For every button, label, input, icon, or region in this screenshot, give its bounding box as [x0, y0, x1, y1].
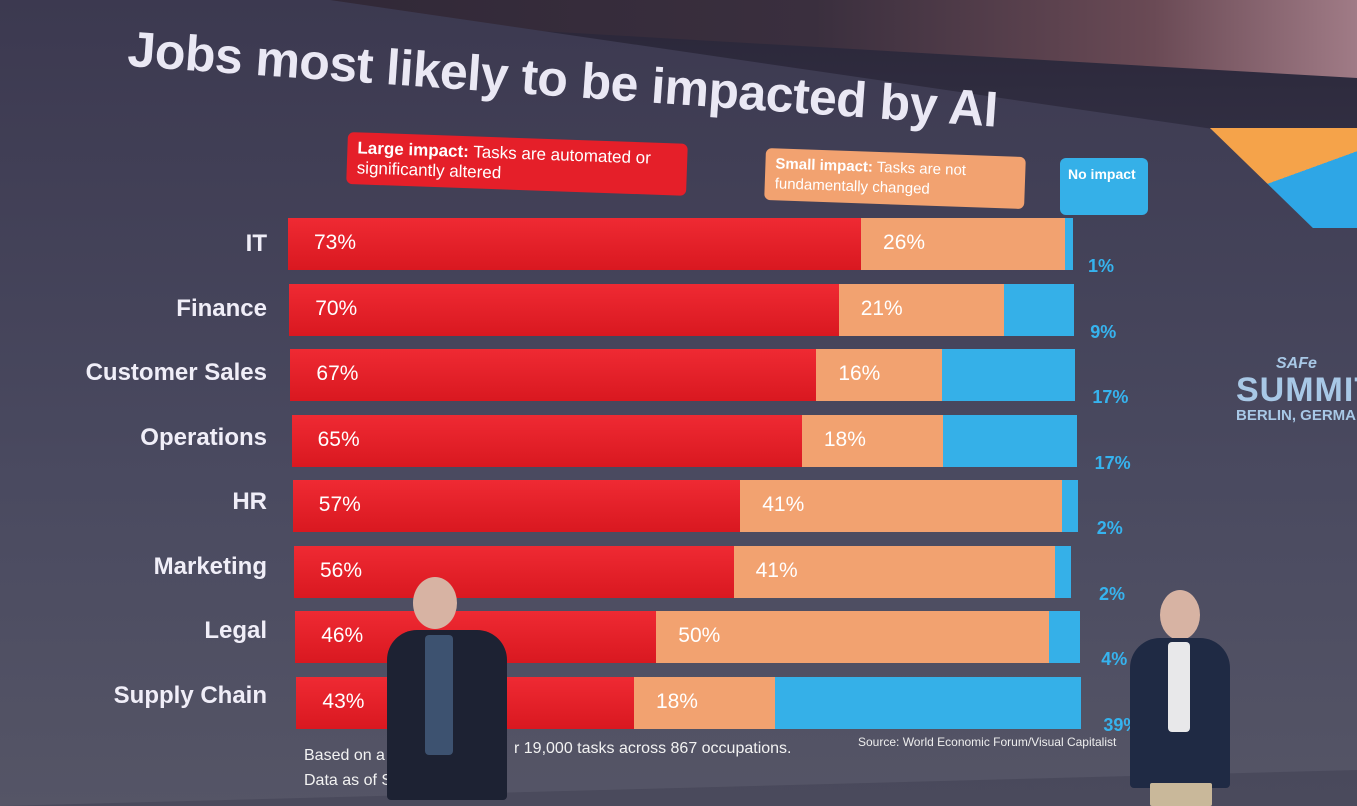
speaker-right	[1130, 588, 1290, 806]
logo-city: BERLIN, GERMAN	[1236, 407, 1357, 424]
speaker-right-trousers	[1150, 783, 1212, 806]
source-note: Source: World Economic Forum/Visual Capi…	[858, 735, 1117, 749]
value-label: 26%	[883, 231, 926, 254]
category-label: Finance	[176, 294, 267, 322]
small-impact-segment: 41%	[740, 480, 1063, 532]
speaker-right-head	[1160, 590, 1200, 640]
small-impact-segment: 50%	[656, 611, 1049, 663]
small-impact-segment: 26%	[861, 218, 1066, 270]
small-impact-segment: 18%	[633, 676, 776, 729]
large-impact-segment: 57%	[292, 480, 741, 532]
no-impact-segment	[1048, 611, 1081, 663]
value-label: 21%	[860, 296, 903, 320]
speaker-left-head	[413, 577, 457, 629]
value-label: 46%	[321, 624, 364, 647]
value-label: 67%	[316, 362, 359, 385]
small-impact-segment: 21%	[838, 283, 1004, 336]
value-label: 16%	[838, 362, 881, 385]
bar-row-operations: 65% 18%	[291, 414, 1077, 467]
footnote-part1: Based on a	[304, 747, 385, 764]
value-label: 70%	[315, 296, 358, 320]
no-impact-value-label: 2%	[1099, 583, 1126, 604]
legend-no-impact: No impact	[1060, 158, 1148, 215]
category-label: Customer Sales	[85, 359, 267, 386]
value-label: 43%	[322, 689, 365, 713]
large-impact-segment: 70%	[289, 283, 839, 336]
value-label: 18%	[823, 427, 866, 451]
legend-small-impact: Small impact: Tasks are not fundamentall…	[764, 148, 1026, 210]
value-label: 41%	[762, 493, 805, 516]
footnote-line2: Data as of S	[304, 772, 393, 789]
no-impact-segment	[943, 414, 1077, 467]
logo-brand: SAFe	[1276, 355, 1317, 372]
large-impact-segment: 65%	[291, 414, 802, 467]
value-label: 18%	[655, 689, 698, 713]
value-label: 56%	[320, 558, 363, 582]
no-impact-segment	[1055, 545, 1072, 598]
no-impact-segment	[1062, 480, 1078, 532]
value-label: 65%	[317, 427, 360, 451]
bar-row-marketing: 56% 41%	[294, 545, 1079, 598]
value-label: 41%	[755, 558, 798, 582]
small-impact-segment: 41%	[733, 545, 1056, 598]
category-label: IT	[245, 230, 267, 257]
large-impact-segment: 67%	[290, 349, 817, 401]
no-impact-value-label: 17%	[1092, 387, 1129, 407]
no-impact-segment	[1003, 283, 1075, 336]
value-label: 73%	[314, 231, 357, 254]
bar-row-it: 73% 26%	[288, 218, 1073, 270]
speaker-left	[385, 575, 510, 806]
no-impact-segment	[1065, 218, 1073, 270]
no-impact-value-label: 9%	[1090, 321, 1117, 342]
small-impact-segment: 18%	[801, 414, 944, 467]
no-impact-value-label: 1%	[1088, 256, 1115, 276]
safe-summit-logo: SAFe SUMMIT BERLIN, GERMAN	[1236, 355, 1357, 424]
footnote-part2: r 19,000 tasks across 867 occupations.	[514, 740, 792, 757]
large-impact-segment: 73%	[288, 218, 862, 270]
small-impact-segment: 16%	[816, 349, 942, 401]
legend-small-bold: Small impact:	[775, 155, 874, 176]
value-label: 57%	[318, 493, 361, 516]
no-impact-value-label: 2%	[1096, 518, 1123, 538]
bar-row-finance: 70% 21%	[289, 283, 1075, 336]
legend-large-bold: Large impact:	[357, 138, 470, 162]
large-impact-segment: 56%	[294, 545, 734, 598]
category-label: Legal	[204, 617, 267, 644]
speaker-right-shirt	[1168, 642, 1190, 732]
category-label: Operations	[140, 423, 267, 451]
value-label: 50%	[678, 624, 721, 647]
category-label: HR	[232, 488, 267, 515]
category-label: Supply Chain	[113, 681, 267, 709]
logo-event: SUMMIT	[1236, 371, 1357, 409]
speaker-left-shirt	[425, 635, 453, 755]
no-impact-value-label: 17%	[1094, 452, 1131, 473]
no-impact-value-label: 4%	[1101, 649, 1128, 669]
bar-row-hr: 57% 41%	[292, 480, 1078, 532]
no-impact-segment	[775, 676, 1082, 729]
category-label: Marketing	[153, 552, 267, 580]
bar-row-customer-sales: 67% 16%	[290, 349, 1076, 401]
no-impact-segment	[941, 349, 1076, 401]
